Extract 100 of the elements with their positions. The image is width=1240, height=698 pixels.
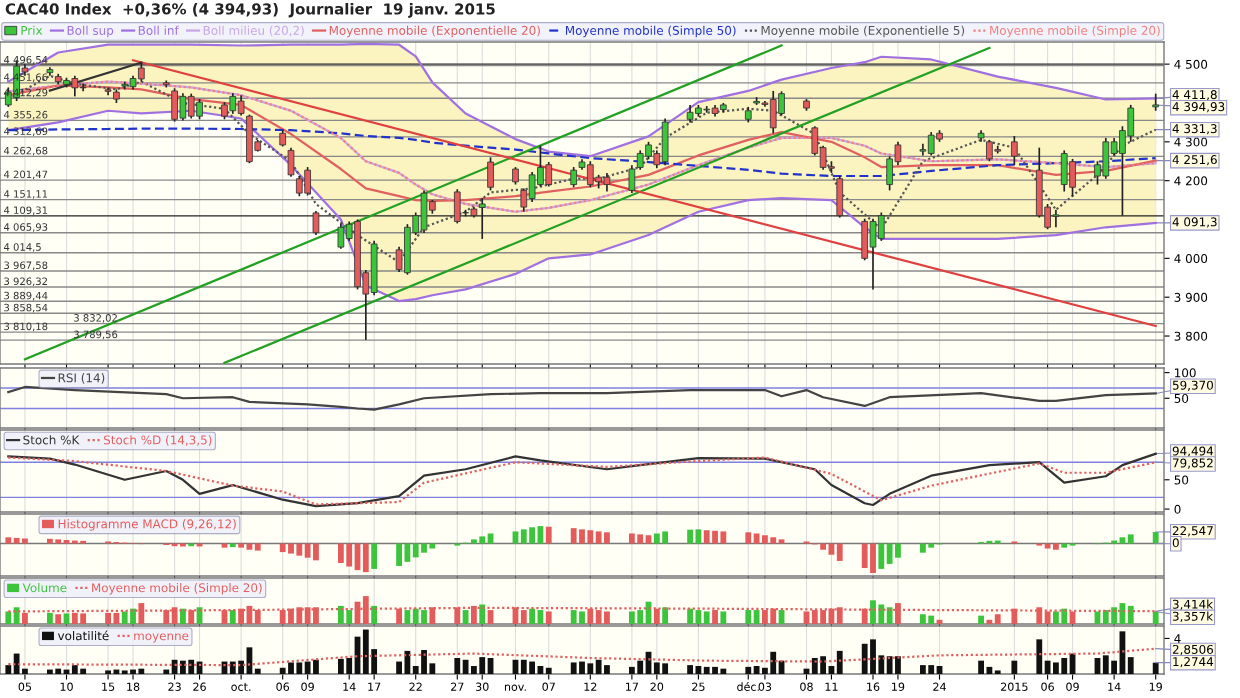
candlestick bbox=[628, 164, 636, 194]
bar bbox=[753, 533, 760, 544]
bar bbox=[362, 629, 369, 674]
bar bbox=[296, 543, 303, 556]
bar bbox=[703, 611, 710, 624]
candlestick bbox=[404, 223, 411, 276]
candlestick bbox=[545, 161, 553, 188]
bar bbox=[870, 600, 876, 624]
bar bbox=[753, 666, 760, 674]
line-series bbox=[7, 385, 1157, 411]
bar bbox=[412, 608, 419, 624]
bar bbox=[1011, 660, 1018, 674]
bar bbox=[337, 543, 344, 564]
bar bbox=[604, 532, 610, 544]
bar bbox=[421, 650, 427, 674]
bar bbox=[479, 657, 486, 674]
bar bbox=[304, 543, 311, 558]
bar bbox=[836, 650, 843, 674]
bar bbox=[396, 543, 402, 566]
candlestick bbox=[769, 90, 777, 135]
bar bbox=[745, 610, 752, 624]
bar bbox=[288, 662, 294, 674]
bar bbox=[570, 662, 577, 674]
bar bbox=[1061, 608, 1068, 624]
bar bbox=[720, 668, 727, 674]
bar bbox=[579, 529, 585, 544]
line-series bbox=[7, 127, 1157, 178]
bar bbox=[545, 667, 552, 674]
bar bbox=[130, 608, 136, 624]
bar bbox=[687, 608, 693, 624]
bar bbox=[770, 537, 777, 544]
bar bbox=[346, 543, 353, 567]
candlestick bbox=[603, 172, 611, 193]
bar bbox=[919, 614, 926, 624]
bar bbox=[1152, 611, 1159, 624]
bar bbox=[462, 610, 469, 624]
bar bbox=[229, 610, 236, 624]
bar bbox=[878, 604, 885, 624]
bar bbox=[13, 537, 20, 544]
bar bbox=[529, 608, 536, 624]
bar bbox=[703, 666, 710, 674]
bar bbox=[570, 610, 577, 624]
bar bbox=[337, 658, 344, 674]
bar bbox=[1102, 610, 1109, 624]
bar bbox=[745, 666, 752, 674]
bar bbox=[712, 530, 718, 544]
candlestick bbox=[337, 222, 345, 250]
bar bbox=[512, 531, 519, 544]
candlestick bbox=[287, 146, 295, 178]
bar bbox=[1053, 662, 1059, 674]
candlestick bbox=[295, 175, 303, 198]
bar bbox=[745, 532, 752, 544]
bar bbox=[1152, 662, 1159, 674]
candlestick bbox=[304, 166, 311, 197]
bar bbox=[703, 530, 710, 544]
bar bbox=[479, 604, 486, 624]
bar bbox=[80, 668, 87, 674]
candlestick bbox=[1011, 135, 1018, 166]
bar bbox=[5, 537, 12, 544]
bar bbox=[454, 658, 461, 674]
bar bbox=[304, 661, 311, 674]
bar bbox=[662, 531, 669, 544]
bar bbox=[986, 666, 993, 674]
bar bbox=[1127, 534, 1134, 544]
bar bbox=[412, 543, 419, 558]
bar bbox=[13, 653, 20, 674]
bar bbox=[878, 543, 885, 569]
bar bbox=[296, 662, 303, 674]
bar bbox=[279, 543, 286, 553]
bar bbox=[978, 615, 984, 624]
bar bbox=[479, 536, 486, 544]
bar bbox=[404, 543, 411, 562]
bar bbox=[5, 611, 12, 624]
bar bbox=[662, 663, 669, 674]
bar bbox=[919, 665, 926, 674]
bar bbox=[637, 660, 644, 674]
bar bbox=[870, 639, 876, 674]
bar bbox=[653, 533, 660, 544]
bar bbox=[1111, 607, 1118, 624]
candlestick bbox=[570, 166, 578, 189]
bar bbox=[404, 650, 411, 674]
bar bbox=[695, 610, 702, 624]
bar bbox=[662, 607, 669, 624]
bar bbox=[695, 666, 702, 674]
bar bbox=[55, 668, 62, 674]
bar bbox=[313, 543, 319, 561]
bar bbox=[188, 659, 195, 674]
bar bbox=[462, 659, 469, 674]
bar bbox=[1053, 611, 1059, 624]
bar bbox=[487, 533, 494, 544]
bar bbox=[628, 666, 635, 674]
candlestick bbox=[237, 94, 245, 117]
candlestick bbox=[661, 117, 669, 166]
bar bbox=[288, 543, 294, 554]
line-series bbox=[7, 109, 1157, 303]
bar bbox=[628, 611, 635, 624]
bar bbox=[229, 661, 236, 674]
candlestick bbox=[487, 156, 494, 192]
bar bbox=[1119, 537, 1126, 544]
bar bbox=[371, 543, 378, 569]
